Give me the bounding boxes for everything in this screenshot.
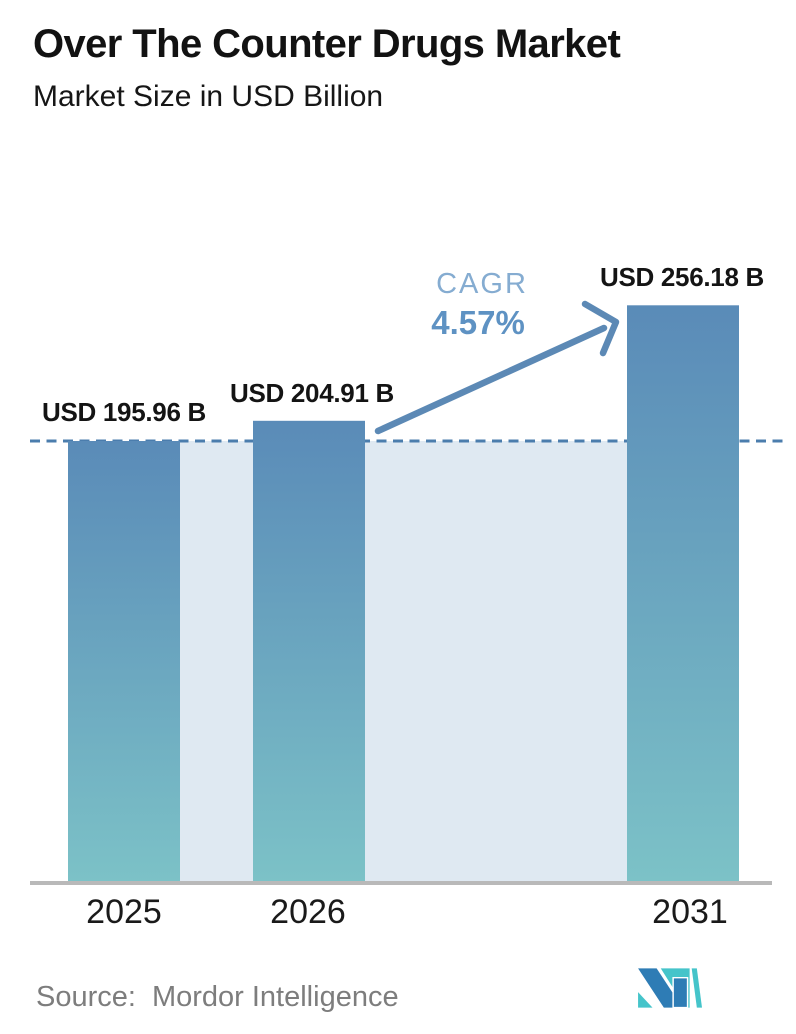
mordor-intelligence-logo [638, 968, 702, 1009]
cagr-arrow-shaft [374, 324, 608, 435]
logo-left-diagonal [638, 968, 683, 1008]
bar-series [68, 305, 739, 884]
source-name: Mordor Intelligence [151, 981, 399, 1013]
bar-2025 [68, 441, 180, 884]
logo-right-bar [672, 976, 689, 1009]
bar-value-label-2025: USD 195.96 B [41, 397, 207, 427]
source-label: Source: [36, 981, 136, 1013]
logo-right-sliver [691, 968, 702, 1008]
x-tick-2026: 2026 [270, 893, 346, 931]
page-title: Over The Counter Drugs Market [33, 22, 621, 66]
x-tick-2025: 2025 [86, 893, 162, 931]
page-subtitle: Market Size in USD Billion [33, 80, 384, 113]
bar-2026 [253, 420, 365, 884]
cagr-annotation-value: 4.57% [431, 304, 525, 341]
bar-value-label-2026: USD 204.91 B [229, 378, 395, 408]
cagr-annotation-label: CAGR [436, 268, 528, 300]
x-tick-2031: 2031 [652, 893, 728, 931]
bar-2031 [627, 305, 739, 884]
cagr-arrow [374, 300, 620, 435]
bar-value-label-2031: USD 256.18 B [599, 262, 765, 292]
logo-bottom-left-triangle [638, 992, 653, 1008]
cagr-arrow-head [581, 300, 620, 357]
source-attribution: Source: Mordor Intelligence [36, 981, 399, 1014]
